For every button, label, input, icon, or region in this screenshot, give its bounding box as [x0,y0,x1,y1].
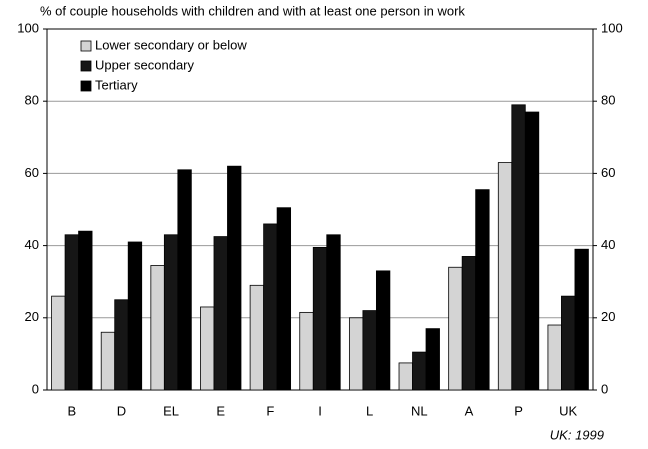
bar [249,284,265,391]
bar [78,230,93,391]
bar [100,331,116,391]
bar [362,310,377,391]
bar [163,234,179,391]
chart-title: % of couple households with children and… [40,3,465,18]
y2-tick-label: 100 [601,20,623,35]
x-tick-label: F [266,403,274,418]
y-tick-label: 20 [25,309,39,324]
x-tick-label: UK [559,403,577,418]
x-tick-label: A [465,403,474,418]
y-tick-label: 0 [32,381,39,396]
y2-tick-label: 60 [601,165,615,180]
x-tick-label: L [366,403,373,418]
bar [398,362,413,391]
y-tick-label: 40 [25,237,39,252]
bar [312,247,328,391]
bar [412,351,427,391]
legend-label: Tertiary [95,77,138,92]
legend-swatch [80,40,92,52]
x-tick-label: I [318,403,322,418]
bar [461,256,477,391]
bar [561,295,576,391]
y2-tick-label: 80 [601,93,615,108]
legend-swatch [80,60,92,72]
x-tick-label: NL [411,403,428,418]
y2-tick-label: 40 [601,237,615,252]
y2-tick-label: 0 [601,381,608,396]
x-tick-label: D [117,403,126,418]
bar [200,306,215,391]
bar [177,169,192,391]
bar [448,266,463,391]
bar [326,234,341,391]
bar [547,324,562,391]
bar [213,236,228,391]
bar [127,241,143,391]
legend-label: Upper secondary [95,57,194,72]
bar [524,111,540,391]
bar [574,248,589,391]
bar [114,299,129,391]
bar [227,165,242,391]
bar [348,317,364,391]
y-tick-label: 100 [17,20,39,35]
bar [475,189,490,391]
bar [150,265,165,391]
legend-swatch [80,80,92,92]
x-tick-label: B [67,403,76,418]
bar [497,162,513,391]
bar [263,223,278,391]
x-tick-label: E [216,403,225,418]
bar [375,270,391,391]
annotation: UK: 1999 [550,427,604,442]
legend-label: Lower secondary or below [95,37,247,52]
y2-tick-label: 20 [601,309,615,324]
x-tick-label: P [514,403,523,418]
y-tick-label: 60 [25,165,39,180]
bar [511,104,526,391]
x-tick-label: EL [163,403,179,418]
y-tick-label: 80 [25,93,39,108]
bar [51,295,66,391]
bar [64,234,79,391]
bar [425,328,440,391]
bar [276,207,292,391]
bar [299,311,314,391]
